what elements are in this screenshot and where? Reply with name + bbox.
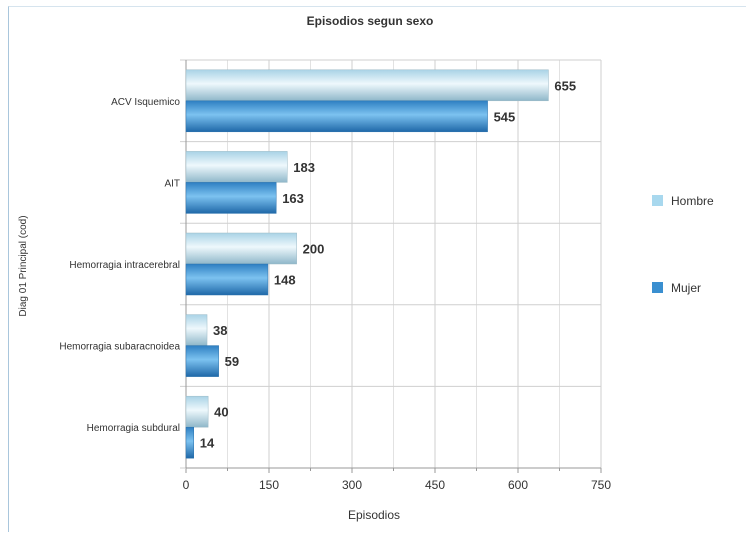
x-tick-label: 600: [508, 478, 528, 492]
data-label: 200: [303, 242, 325, 257]
chart-frame: [8, 6, 746, 532]
bar-hombre: [185, 69, 549, 102]
data-label: 38: [213, 323, 227, 338]
legend-swatch-hombre: [652, 195, 663, 206]
bar-hombre: [185, 395, 209, 428]
data-label: 59: [225, 354, 239, 369]
bar-hombre: [185, 151, 288, 183]
bar-mujer: [185, 426, 194, 459]
bar-mujer: [185, 345, 219, 377]
labels: 0 150 300 450 600 750 ACV Isquemico 655 545 AIT 18…: [59, 78, 611, 492]
data-label: 183: [293, 160, 315, 175]
category-label: AIT: [164, 178, 180, 189]
data-label: 655: [554, 78, 576, 93]
data-label: 148: [274, 273, 296, 288]
x-tick-label: 150: [259, 478, 279, 492]
legend-label-mujer: Mujer: [671, 281, 701, 295]
x-tick-label: 450: [425, 478, 445, 492]
bar-hombre: [185, 232, 297, 265]
bars: [185, 69, 549, 459]
bar-mujer: [185, 263, 269, 296]
bar-hombre: [185, 314, 208, 346]
chart-title: Episodios segun sexo: [307, 14, 434, 28]
legend-label-hombre: Hombre: [671, 194, 714, 208]
y-axis-title: Diag 01 Principal (cod): [18, 215, 29, 316]
x-axis-title: Episodios: [348, 508, 400, 522]
data-label: 163: [282, 191, 304, 206]
legend-swatch-mujer: [652, 282, 663, 293]
bar-mujer: [185, 100, 488, 133]
category-label: Hemorragia intracerebral: [69, 260, 180, 271]
data-label: 14: [200, 436, 215, 451]
category-label: Hemorragia subdural: [87, 423, 180, 434]
x-tick-label: 300: [342, 478, 362, 492]
legend: Hombre Mujer: [652, 194, 714, 295]
data-label: 545: [494, 109, 516, 124]
bar-mujer: [185, 182, 277, 214]
x-tick-label: 0: [183, 478, 190, 492]
category-label: Hemorragia subaracnoidea: [59, 342, 180, 353]
data-label: 40: [214, 405, 228, 420]
x-tick-label: 750: [591, 478, 611, 492]
category-label: ACV Isquemico: [111, 97, 180, 108]
